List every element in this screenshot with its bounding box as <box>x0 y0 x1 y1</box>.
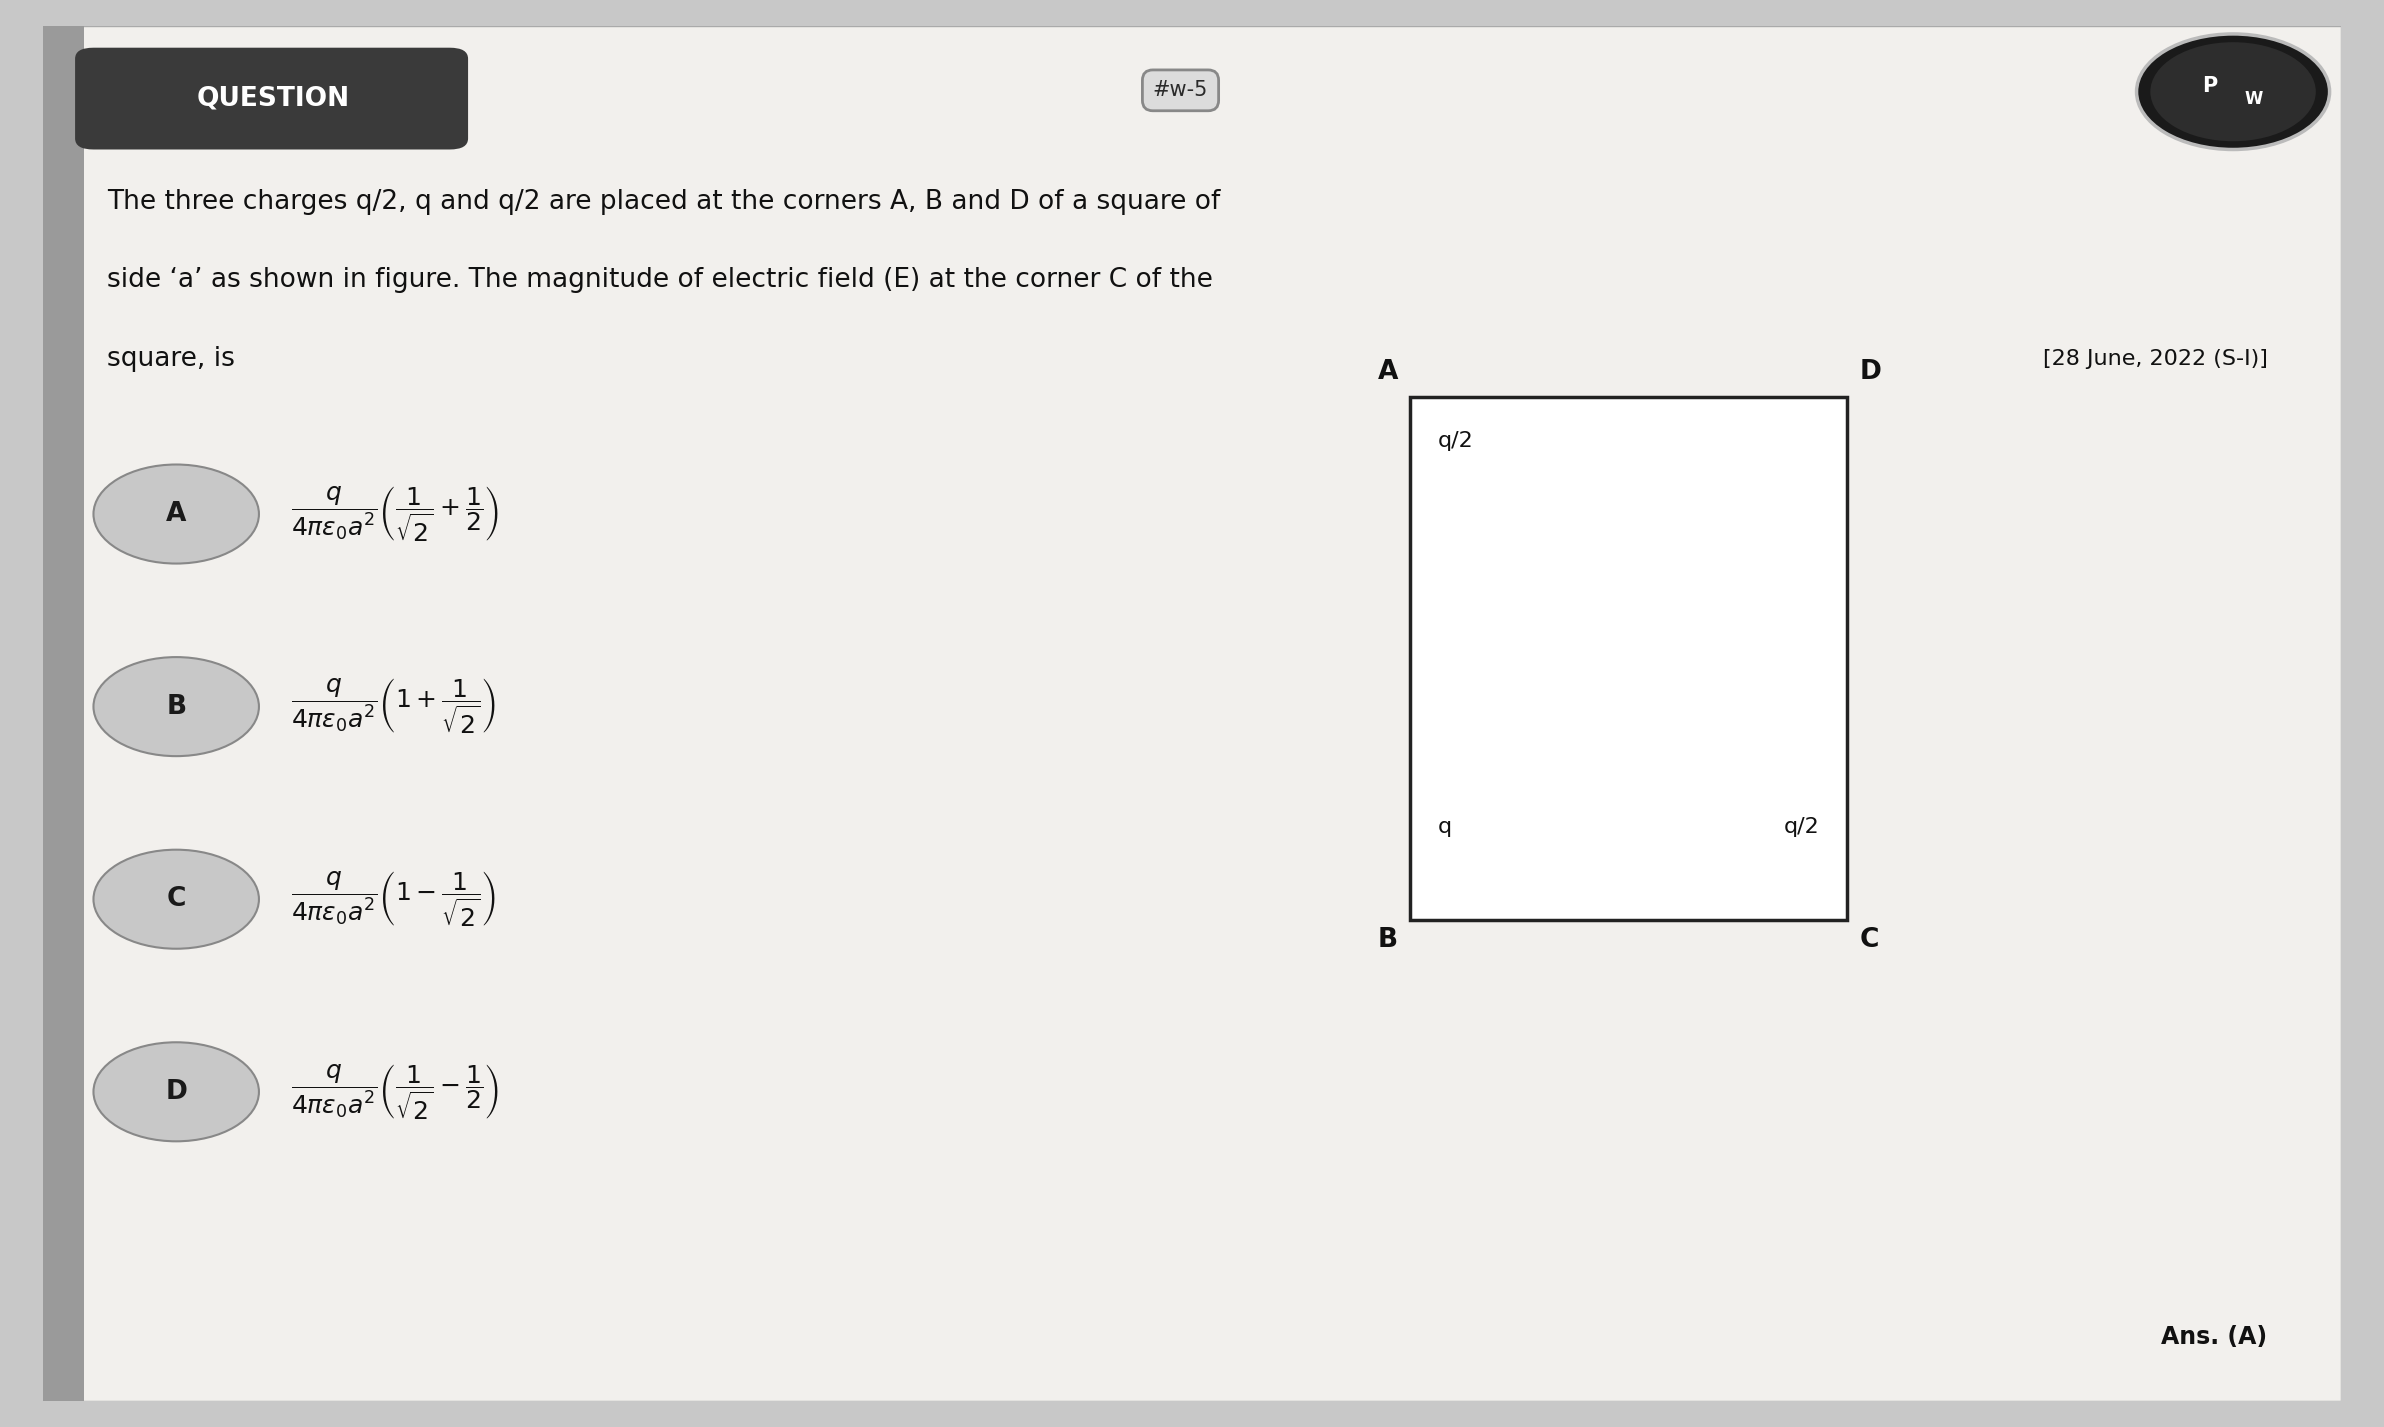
Text: q/2: q/2 <box>1438 431 1473 451</box>
Text: Ans. (A): Ans. (A) <box>2162 1326 2267 1349</box>
Text: W: W <box>2246 90 2262 107</box>
Text: D: D <box>1860 358 1881 385</box>
FancyBboxPatch shape <box>74 47 467 150</box>
Text: C: C <box>167 886 186 912</box>
Circle shape <box>2150 43 2315 141</box>
Text: D: D <box>164 1079 186 1104</box>
FancyBboxPatch shape <box>43 26 2341 1401</box>
Text: B: B <box>1378 928 1397 953</box>
Ellipse shape <box>93 465 260 564</box>
Text: $\dfrac{q}{4\pi\varepsilon_0 a^2}\left(1-\dfrac{1}{\sqrt{2}}\right)$: $\dfrac{q}{4\pi\varepsilon_0 a^2}\left(1… <box>291 869 496 929</box>
Text: #w-5: #w-5 <box>1154 80 1209 100</box>
Text: B: B <box>167 694 186 719</box>
Text: $\dfrac{q}{4\pi\varepsilon_0 a^2}\left(\dfrac{1}{\sqrt{2}}+\dfrac{1}{2}\right)$: $\dfrac{q}{4\pi\varepsilon_0 a^2}\left(\… <box>291 484 498 544</box>
Text: $\dfrac{q}{4\pi\varepsilon_0 a^2}\left(1+\dfrac{1}{\sqrt{2}}\right)$: $\dfrac{q}{4\pi\varepsilon_0 a^2}\left(1… <box>291 676 496 736</box>
Text: P: P <box>2203 76 2217 96</box>
Text: A: A <box>1378 358 1397 385</box>
Text: The three charges q/2, q and q/2 are placed at the corners A, B and D of a squar: The three charges q/2, q and q/2 are pla… <box>107 188 1221 215</box>
Bar <box>1411 397 1848 920</box>
Ellipse shape <box>93 656 260 756</box>
Text: C: C <box>1860 928 1879 953</box>
Text: side ‘a’ as shown in figure. The magnitude of electric field (E) at the corner C: side ‘a’ as shown in figure. The magnitu… <box>107 267 1213 293</box>
Text: $\dfrac{q}{4\pi\varepsilon_0 a^2}\left(\dfrac{1}{\sqrt{2}}-\dfrac{1}{2}\right)$: $\dfrac{q}{4\pi\varepsilon_0 a^2}\left(\… <box>291 1062 498 1122</box>
Text: q: q <box>1438 818 1452 838</box>
Text: square, is: square, is <box>107 345 236 371</box>
Bar <box>43 26 83 1401</box>
Text: A: A <box>167 501 186 527</box>
Text: [28 June, 2022 (S-I)]: [28 June, 2022 (S-I)] <box>2043 348 2267 368</box>
Ellipse shape <box>93 849 260 949</box>
Text: q/2: q/2 <box>1783 818 1819 838</box>
Text: QUESTION: QUESTION <box>195 86 350 111</box>
Ellipse shape <box>93 1042 260 1142</box>
Circle shape <box>2136 34 2329 150</box>
